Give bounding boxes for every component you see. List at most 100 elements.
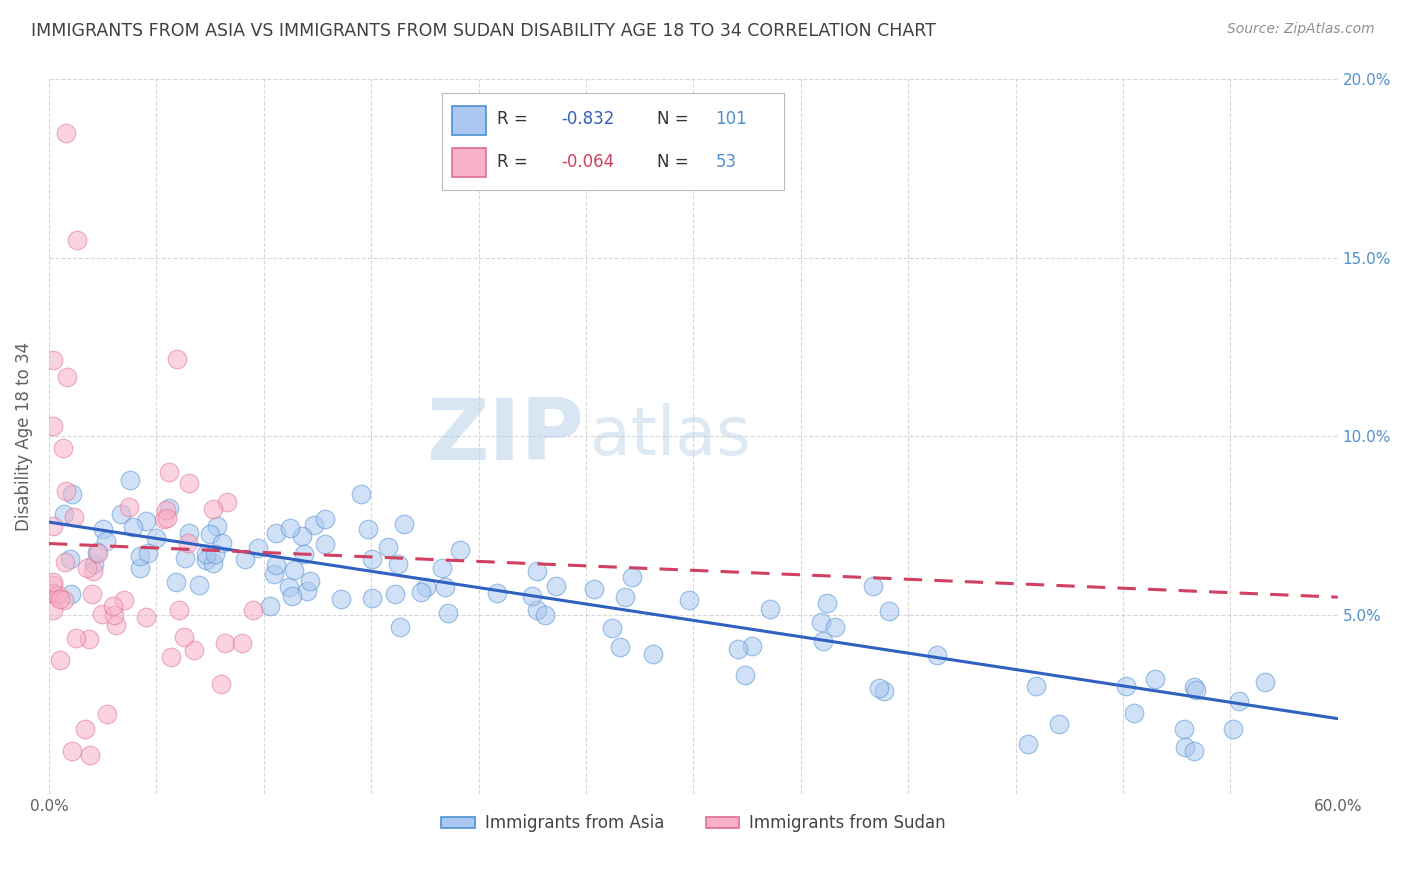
Point bbox=[292, 547, 315, 561]
Point bbox=[174, 551, 197, 566]
Point bbox=[544, 579, 567, 593]
Y-axis label: Disability Age 18 to 34: Disability Age 18 to 34 bbox=[15, 342, 32, 531]
Point bbox=[177, 536, 200, 550]
Point bbox=[198, 526, 221, 541]
Point bbox=[304, 518, 326, 533]
Point bbox=[388, 620, 411, 634]
Point bbox=[145, 531, 167, 545]
Point bbox=[42, 575, 65, 590]
Point bbox=[815, 596, 838, 610]
Point bbox=[129, 561, 152, 575]
Point bbox=[195, 548, 218, 562]
Point bbox=[42, 578, 65, 592]
Point bbox=[810, 615, 832, 630]
Point bbox=[195, 553, 218, 567]
Point bbox=[263, 566, 285, 581]
Point bbox=[55, 483, 77, 498]
Point bbox=[211, 536, 233, 550]
Point bbox=[135, 610, 157, 624]
Point bbox=[91, 522, 114, 536]
Point bbox=[52, 593, 75, 607]
Point bbox=[233, 552, 256, 566]
Point bbox=[1254, 674, 1277, 689]
Point bbox=[63, 509, 86, 524]
Point bbox=[868, 681, 890, 695]
Point bbox=[112, 593, 135, 607]
Point bbox=[387, 557, 409, 571]
Point bbox=[65, 631, 87, 645]
Point bbox=[329, 591, 352, 606]
Point bbox=[526, 564, 548, 578]
Point bbox=[42, 352, 65, 367]
Point bbox=[314, 537, 336, 551]
Legend: Immigrants from Asia, Immigrants from Sudan: Immigrants from Asia, Immigrants from Su… bbox=[434, 807, 952, 839]
Point bbox=[1047, 716, 1070, 731]
Point bbox=[361, 552, 384, 566]
Point bbox=[60, 744, 83, 758]
Point bbox=[156, 510, 179, 524]
Point bbox=[350, 487, 373, 501]
Point bbox=[377, 541, 399, 555]
Point bbox=[76, 561, 98, 575]
Point bbox=[42, 602, 65, 616]
Point bbox=[91, 607, 114, 621]
Point bbox=[201, 556, 224, 570]
Point bbox=[129, 549, 152, 563]
Point bbox=[52, 507, 75, 521]
Point bbox=[824, 620, 846, 634]
Point bbox=[86, 545, 108, 559]
Point bbox=[1182, 744, 1205, 758]
Point bbox=[103, 599, 125, 613]
Point bbox=[94, 534, 117, 549]
Point bbox=[486, 586, 509, 600]
Point bbox=[259, 599, 281, 614]
Point bbox=[1227, 694, 1250, 708]
Point bbox=[291, 529, 314, 543]
Point bbox=[80, 587, 103, 601]
Point bbox=[79, 747, 101, 762]
Point bbox=[55, 126, 77, 140]
Point bbox=[392, 516, 415, 531]
Point bbox=[246, 541, 269, 556]
Point bbox=[600, 621, 623, 635]
Point bbox=[49, 592, 72, 607]
Text: IMMIGRANTS FROM ASIA VS IMMIGRANTS FROM SUDAN DISABILITY AGE 18 TO 34 CORRELATIO: IMMIGRANTS FROM ASIA VS IMMIGRANTS FROM … bbox=[31, 22, 936, 40]
Point bbox=[357, 522, 380, 536]
Point bbox=[409, 585, 432, 599]
Point bbox=[183, 643, 205, 657]
Point bbox=[96, 707, 118, 722]
Point bbox=[1222, 722, 1244, 736]
Point bbox=[526, 603, 548, 617]
Point bbox=[87, 545, 110, 559]
Point bbox=[1144, 672, 1167, 686]
Text: ZIP: ZIP bbox=[426, 395, 583, 478]
Point bbox=[449, 543, 471, 558]
Point bbox=[179, 526, 201, 541]
Point bbox=[266, 526, 288, 541]
Point bbox=[264, 558, 287, 572]
Point bbox=[384, 587, 406, 601]
Point bbox=[415, 580, 437, 594]
Text: atlas: atlas bbox=[591, 403, 751, 469]
Point bbox=[811, 633, 834, 648]
Point bbox=[1174, 740, 1197, 755]
Point bbox=[1017, 737, 1039, 751]
Point bbox=[153, 512, 176, 526]
Point bbox=[873, 684, 896, 698]
Point bbox=[165, 574, 187, 589]
Point bbox=[1173, 722, 1195, 736]
Point bbox=[522, 589, 544, 603]
Point bbox=[204, 547, 226, 561]
Point bbox=[120, 473, 142, 487]
Point bbox=[433, 580, 456, 594]
Point bbox=[430, 560, 453, 574]
Point bbox=[758, 602, 780, 616]
Point bbox=[55, 555, 77, 569]
Point bbox=[136, 546, 159, 560]
Point bbox=[242, 603, 264, 617]
Point bbox=[862, 579, 884, 593]
Point bbox=[281, 590, 304, 604]
Point bbox=[582, 582, 605, 596]
Point bbox=[56, 369, 79, 384]
Point bbox=[278, 580, 301, 594]
